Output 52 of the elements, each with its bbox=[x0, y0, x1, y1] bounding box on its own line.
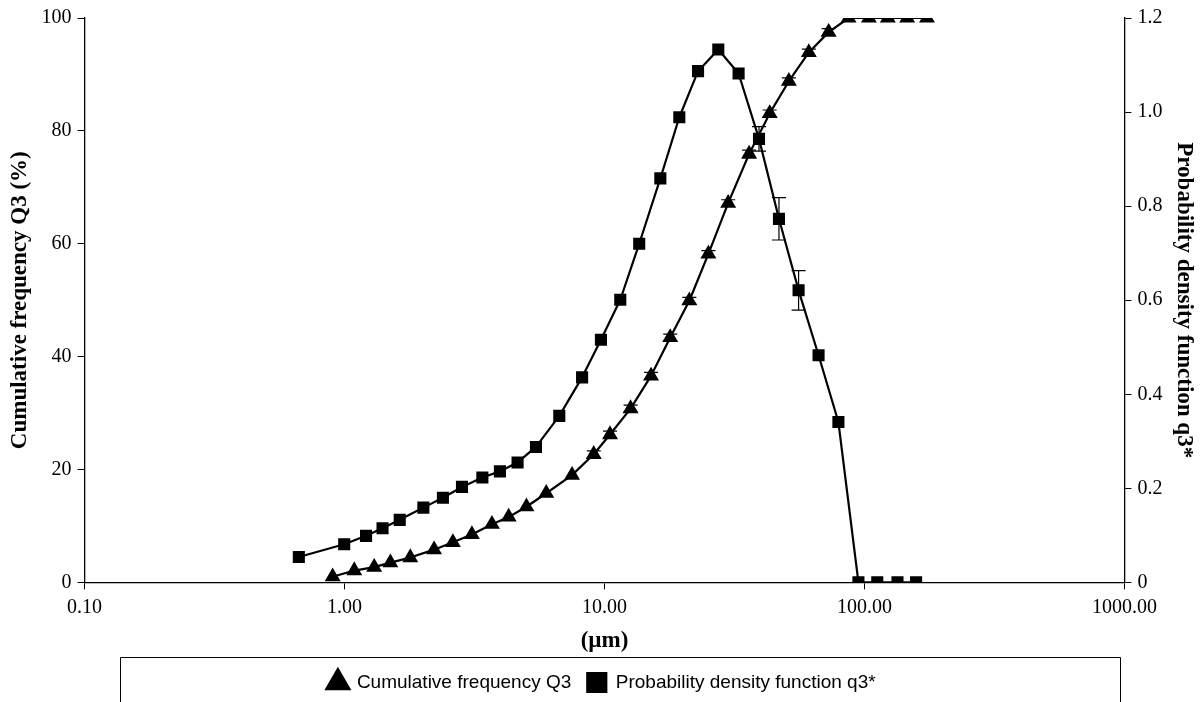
point bbox=[832, 415, 845, 429]
point bbox=[701, 245, 716, 259]
legend-label: Probability density function q3* bbox=[615, 670, 877, 692]
x-axis-title: (µm) bbox=[580, 627, 629, 653]
point bbox=[720, 195, 736, 208]
point bbox=[812, 349, 825, 362]
point bbox=[594, 333, 607, 346]
y2-tick-label: 0.6 bbox=[1137, 287, 1163, 310]
y-tick-label: 0 bbox=[61, 569, 72, 592]
legend-label: Cumulative frequency Q3 bbox=[356, 670, 572, 692]
x-tick-label: 1.00 bbox=[327, 594, 363, 617]
y-tick-label: 40 bbox=[51, 343, 72, 366]
point bbox=[436, 491, 449, 504]
y2-axis-title: Probability density function q3* bbox=[1173, 142, 1199, 459]
point bbox=[338, 538, 351, 551]
x-tick-label: 0.10 bbox=[67, 594, 103, 617]
point bbox=[732, 67, 745, 80]
point bbox=[325, 568, 340, 582]
point bbox=[553, 409, 566, 422]
point bbox=[347, 562, 362, 576]
point bbox=[376, 522, 389, 535]
point bbox=[426, 541, 442, 555]
point bbox=[564, 467, 580, 480]
point bbox=[691, 65, 705, 78]
point bbox=[455, 480, 469, 493]
point bbox=[576, 371, 589, 384]
point bbox=[712, 43, 725, 56]
y-tick-label: 20 bbox=[51, 456, 72, 479]
point bbox=[476, 471, 489, 484]
point bbox=[445, 534, 461, 547]
point bbox=[673, 111, 686, 124]
point bbox=[464, 526, 480, 540]
y-tick-label: 100 bbox=[41, 5, 72, 28]
x-tick-label: 1000.00 bbox=[1091, 594, 1157, 617]
y2-tick-label: 0.2 bbox=[1137, 475, 1163, 498]
y2-tick-label: 1.2 bbox=[1137, 5, 1163, 28]
y2-tick-label: 0.4 bbox=[1137, 381, 1163, 404]
y-axis-title: Cumulative frequency Q3 (%) bbox=[5, 151, 31, 450]
y-tick-label: 60 bbox=[51, 231, 72, 254]
x-tick-label: 100.00 bbox=[836, 594, 892, 617]
y2-tick-label: 0 bbox=[1137, 569, 1148, 592]
point bbox=[654, 172, 667, 185]
point bbox=[614, 293, 627, 306]
point bbox=[367, 559, 382, 572]
point bbox=[417, 501, 430, 514]
y2-tick-label: 1.0 bbox=[1137, 99, 1163, 122]
y2-tick-label: 0.8 bbox=[1137, 193, 1163, 216]
point bbox=[484, 516, 500, 529]
point bbox=[633, 237, 646, 250]
x-tick-label: 10.00 bbox=[582, 594, 627, 617]
point bbox=[792, 284, 805, 297]
y-tick-label: 80 bbox=[51, 118, 72, 141]
